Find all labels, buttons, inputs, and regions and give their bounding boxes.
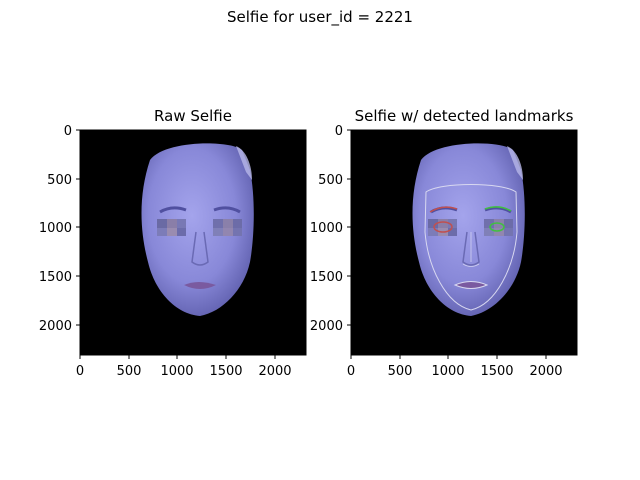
x-tick-label: 2000 (258, 364, 291, 379)
y-tick-label: 500 (318, 173, 343, 188)
face-contour-landmark (424, 184, 518, 311)
nose-landmark (462, 232, 480, 267)
x-tick-label: 0 (347, 364, 355, 379)
x-tick-label: 500 (388, 364, 413, 379)
y-tick-label: 1500 (310, 270, 343, 285)
y-tick-label: 1000 (310, 221, 343, 236)
y-tick-label: 2000 (310, 319, 343, 334)
y-tick-label: 0 (64, 124, 72, 139)
axes-frame (79, 129, 307, 356)
panel-title-landmarks: Selfie w/ detected landmarks (354, 107, 574, 125)
left-brow-landmark (429, 206, 458, 213)
x-tick-label: 2000 (529, 364, 562, 379)
y-tick-label: 2000 (39, 319, 72, 334)
y-tick-label: 500 (47, 173, 72, 188)
eye-right-pixelated (213, 219, 242, 236)
right-brow-landmark (484, 206, 512, 212)
x-tick-label: 0 (76, 364, 84, 379)
right-eye-landmark (489, 222, 505, 232)
x-tick-label: 500 (117, 364, 142, 379)
panel-title-raw: Raw Selfie (154, 107, 232, 125)
landmark-overlay (424, 184, 518, 311)
axes-frame (350, 129, 578, 356)
eye-left-pixelated (157, 219, 186, 236)
x-tick-label: 1000 (431, 364, 464, 379)
figure-title: Selfie for user_id = 2221 (227, 8, 413, 26)
y-tick-label: 1500 (39, 270, 72, 285)
x-tick-label: 1000 (160, 364, 193, 379)
left-eye-landmark (433, 221, 453, 233)
panel-landmarks: 0 500 1000 1500 2000 0 500 1000 1500 200… (310, 124, 578, 379)
panel-raw: 0 500 1000 1500 2000 0 500 1000 1500 200… (39, 124, 307, 379)
y-tick-label: 0 (335, 124, 343, 139)
y-tick-label: 1000 (39, 221, 72, 236)
face-image (141, 143, 254, 316)
eye-right-pixelated (484, 219, 513, 236)
mouth-landmark (453, 281, 489, 289)
x-tick-label: 1500 (209, 364, 242, 379)
x-tick-label: 1500 (480, 364, 513, 379)
